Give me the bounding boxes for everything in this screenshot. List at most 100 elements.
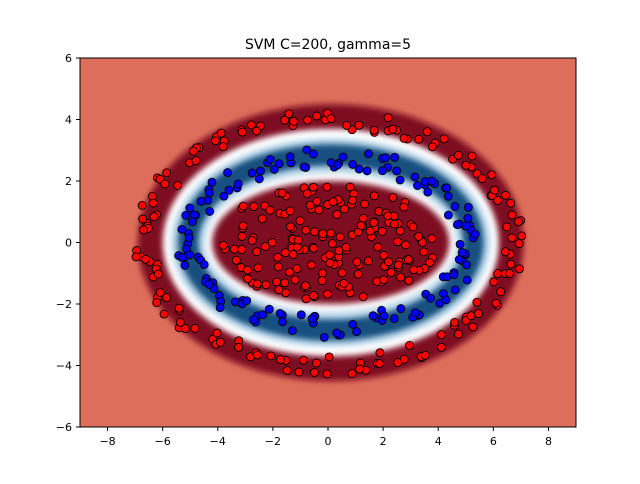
x-tick-label: 6: [490, 435, 497, 448]
scatter-point-middle_ring_blue: [413, 181, 422, 190]
scatter-point-inner_cluster_red: [327, 239, 337, 249]
scatter-point-outer_ring_red: [342, 120, 352, 130]
scatter-point-middle_ring_blue: [463, 202, 473, 212]
scatter-point-inner_cluster_red: [341, 242, 351, 252]
scatter-point-middle_ring_blue: [450, 202, 460, 211]
scatter-point-inner_cluster_red: [301, 281, 310, 291]
scatter-point-inner_cluster_red: [293, 235, 303, 245]
scatter-point-middle_ring_blue: [307, 314, 317, 324]
scatter-point-inner_cluster_red: [253, 263, 263, 273]
scatter-point-outer_ring_red: [506, 198, 516, 208]
scatter-point-inner_cluster_red: [379, 250, 389, 260]
scatter-point-inner_cluster_red: [309, 291, 319, 300]
scatter-point-outer_ring_red: [496, 287, 506, 297]
scatter-point-middle_ring_blue: [180, 260, 190, 270]
scatter-point-inner_cluster_red: [292, 264, 302, 274]
scatter-point-middle_ring_blue: [258, 310, 268, 320]
scatter-point-middle_ring_blue: [362, 166, 372, 176]
scatter-point-outer_ring_red: [439, 134, 449, 144]
scatter-point-inner_cluster_red: [414, 232, 424, 241]
scatter-point-inner_cluster_red: [325, 258, 335, 268]
scatter-point-inner_cluster_red: [323, 289, 332, 299]
scatter-point-inner_cluster_red: [247, 236, 257, 245]
scatter-point-outer_ring_red: [514, 239, 524, 249]
scatter-point-outer_ring_red: [253, 350, 262, 360]
scatter-point-outer_ring_red: [393, 358, 403, 368]
scatter-point-inner_cluster_red: [393, 260, 403, 270]
scatter-point-inner_cluster_red: [393, 237, 402, 247]
scatter-point-middle_ring_blue: [427, 176, 437, 186]
scatter-point-outer_ring_red: [489, 277, 499, 287]
scatter-point-outer_ring_red: [294, 367, 304, 377]
scatter-point-inner_cluster_red: [373, 242, 383, 252]
scatter-point-outer_ring_red: [173, 180, 183, 190]
scatter-point-inner_cluster_red: [383, 211, 393, 221]
scatter-point-inner_cluster_red: [218, 240, 228, 250]
scatter-point-middle_ring_blue: [462, 275, 472, 285]
scatter-point-inner_cluster_red: [427, 234, 437, 244]
scatter-point-outer_ring_red: [506, 259, 516, 269]
scatter-point-outer_ring_red: [505, 268, 515, 278]
scatter-point-outer_ring_red: [162, 168, 172, 178]
scatter-point-middle_ring_blue: [441, 295, 451, 305]
scatter-point-middle_ring_blue: [389, 314, 399, 324]
scatter-point-middle_ring_blue: [215, 303, 225, 313]
scatter-point-middle_ring_blue: [269, 164, 279, 174]
scatter-point-inner_cluster_red: [409, 265, 419, 275]
scatter-point-inner_cluster_red: [267, 238, 277, 247]
scatter-point-middle_ring_blue: [462, 260, 472, 270]
scatter-point-inner_cluster_red: [229, 244, 239, 254]
scatter-point-middle_ring_blue: [390, 152, 400, 162]
scatter-point-inner_cluster_red: [238, 221, 248, 231]
scatter-point-middle_ring_blue: [338, 152, 348, 162]
scatter-point-outer_ring_red: [500, 247, 510, 257]
scatter-point-outer_ring_red: [153, 269, 163, 279]
scatter-point-outer_ring_red: [414, 134, 424, 144]
scatter-point-middle_ring_blue: [381, 153, 390, 163]
scatter-point-middle_ring_blue: [354, 164, 364, 174]
scatter-point-outer_ring_red: [383, 113, 393, 123]
scatter-point-middle_ring_blue: [457, 247, 467, 257]
scatter-point-inner_cluster_red: [273, 252, 283, 262]
scatter-point-middle_ring_blue: [223, 168, 233, 178]
scatter-point-middle_ring_blue: [207, 177, 217, 187]
scatter-point-outer_ring_red: [399, 133, 409, 143]
scatter-point-outer_ring_red: [159, 309, 169, 319]
y-tick-label: −6: [56, 421, 72, 434]
scatter-point-middle_ring_blue: [326, 158, 336, 168]
scatter-point-middle_ring_blue: [256, 166, 265, 176]
scatter-point-outer_ring_red: [309, 368, 319, 377]
scatter-point-inner_cluster_red: [353, 269, 363, 279]
scatter-point-outer_ring_red: [141, 254, 151, 264]
scatter-point-inner_cluster_red: [332, 210, 342, 220]
scatter-point-inner_cluster_red: [252, 247, 262, 257]
scatter-point-outer_ring_red: [299, 355, 308, 365]
scatter-point-inner_cluster_red: [273, 262, 283, 272]
scatter-point-outer_ring_red: [131, 252, 141, 262]
scatter-point-middle_ring_blue: [332, 328, 342, 338]
scatter-point-outer_ring_red: [282, 366, 292, 375]
scatter-point-outer_ring_red: [326, 114, 336, 123]
scatter-point-outer_ring_red: [453, 150, 463, 160]
scatter-point-outer_ring_red: [472, 297, 482, 307]
scatter-point-outer_ring_red: [212, 328, 222, 338]
scatter-point-outer_ring_red: [354, 120, 364, 130]
scatter-point-inner_cluster_red: [408, 222, 418, 232]
scatter-point-inner_cluster_red: [231, 255, 241, 265]
scatter-point-outer_ring_red: [493, 196, 503, 205]
scatter-point-outer_ring_red: [289, 116, 299, 126]
scatter-point-outer_ring_red: [355, 364, 365, 374]
scatter-point-outer_ring_red: [466, 311, 476, 321]
scatter-point-outer_ring_red: [211, 136, 220, 146]
scatter-point-middle_ring_blue: [247, 168, 257, 178]
x-tick-label: −2: [265, 435, 281, 448]
scatter-point-outer_ring_red: [148, 198, 158, 208]
scatter-point-inner_cluster_red: [318, 229, 328, 239]
scatter-point-outer_ring_red: [175, 317, 185, 327]
scatter-point-outer_ring_red: [137, 200, 147, 210]
scatter-point-middle_ring_blue: [396, 304, 406, 314]
scatter-point-outer_ring_red: [375, 348, 385, 358]
scatter-point-outer_ring_red: [215, 337, 225, 347]
scatter-point-middle_ring_blue: [204, 279, 214, 289]
